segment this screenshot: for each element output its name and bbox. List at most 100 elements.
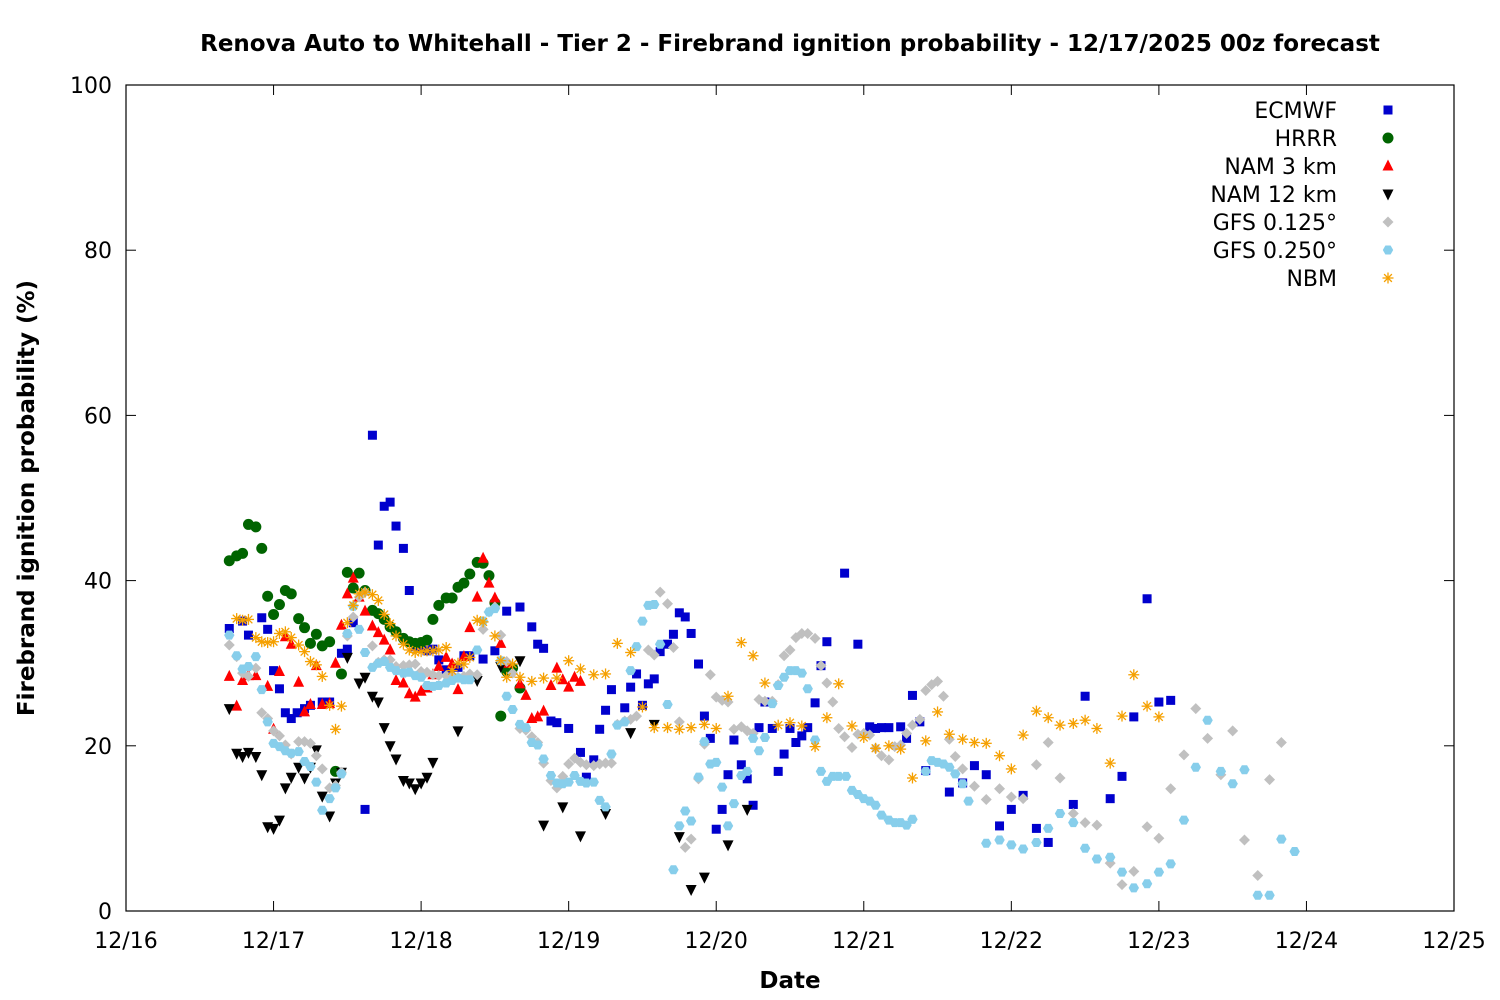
data-point bbox=[619, 717, 630, 727]
data-point bbox=[772, 719, 784, 731]
data-point bbox=[391, 521, 401, 531]
data-point bbox=[335, 668, 347, 680]
data-point bbox=[427, 613, 439, 625]
chart-title: Renova Auto to Whitehall - Tier 2 - Fire… bbox=[200, 31, 1380, 57]
data-point bbox=[569, 670, 581, 682]
data-point bbox=[514, 677, 526, 689]
data-point bbox=[1227, 779, 1238, 789]
data-point bbox=[293, 747, 304, 757]
data-point bbox=[1068, 818, 1079, 828]
data-point bbox=[286, 714, 296, 724]
data-point bbox=[551, 661, 563, 673]
data-point bbox=[839, 731, 851, 743]
data-point bbox=[1141, 879, 1153, 889]
data-point bbox=[778, 650, 790, 662]
data-point bbox=[722, 840, 734, 852]
data-point bbox=[250, 662, 262, 674]
data-point bbox=[514, 656, 526, 668]
data-point bbox=[846, 741, 858, 753]
data-point bbox=[968, 780, 980, 792]
data-point bbox=[802, 627, 814, 639]
data-point bbox=[932, 675, 944, 687]
data-point bbox=[372, 626, 384, 638]
data-point bbox=[293, 736, 305, 748]
data-point bbox=[268, 823, 280, 835]
data-point bbox=[1227, 725, 1239, 737]
data-point bbox=[870, 742, 882, 754]
data-point bbox=[937, 690, 949, 702]
data-point bbox=[427, 757, 439, 769]
data-point bbox=[588, 669, 600, 681]
data-point bbox=[580, 759, 592, 771]
data-point bbox=[674, 821, 685, 831]
data-point bbox=[754, 723, 764, 733]
data-point bbox=[285, 588, 297, 600]
data-point bbox=[273, 599, 285, 611]
data-point bbox=[372, 697, 384, 709]
data-point bbox=[736, 760, 746, 770]
data-point bbox=[495, 655, 507, 667]
data-point bbox=[722, 821, 734, 831]
data-point bbox=[796, 627, 808, 639]
data-point bbox=[600, 668, 612, 680]
x-tick-label: 12/20 bbox=[685, 929, 748, 954]
data-point bbox=[1079, 817, 1091, 829]
data-point bbox=[698, 718, 710, 730]
data-point bbox=[273, 730, 285, 742]
data-point bbox=[981, 838, 992, 848]
data-point bbox=[433, 660, 445, 672]
data-point bbox=[223, 704, 235, 716]
data-point bbox=[716, 782, 728, 792]
data-point bbox=[378, 633, 390, 645]
data-point bbox=[574, 663, 586, 675]
data-point bbox=[477, 551, 489, 563]
data-point bbox=[833, 771, 844, 781]
data-point bbox=[440, 642, 452, 654]
data-point bbox=[698, 872, 710, 884]
data-point bbox=[871, 723, 881, 733]
data-point bbox=[673, 716, 685, 728]
data-point bbox=[341, 652, 353, 664]
data-point bbox=[538, 672, 550, 684]
data-point bbox=[637, 616, 648, 626]
data-point bbox=[600, 757, 612, 769]
data-point bbox=[242, 747, 254, 759]
y-tick-label: 80 bbox=[84, 239, 112, 264]
data-point bbox=[815, 660, 827, 672]
data-point bbox=[269, 666, 279, 676]
data-point bbox=[796, 668, 808, 678]
data-point bbox=[564, 723, 574, 733]
data-point bbox=[268, 608, 280, 620]
data-point bbox=[384, 741, 396, 753]
legend-marker bbox=[1383, 105, 1393, 115]
data-point bbox=[545, 679, 557, 691]
data-point bbox=[507, 658, 519, 670]
data-point bbox=[920, 766, 931, 776]
data-point bbox=[865, 722, 875, 732]
data-point bbox=[398, 543, 408, 553]
data-point bbox=[256, 685, 267, 695]
data-point bbox=[1142, 594, 1152, 604]
data-point bbox=[348, 618, 358, 628]
data-point bbox=[870, 800, 881, 810]
legend-label: GFS 0.250° bbox=[1213, 239, 1337, 264]
legend-item: NAM 3 km bbox=[1224, 155, 1394, 180]
data-point bbox=[379, 657, 390, 667]
data-point bbox=[729, 735, 739, 745]
data-point bbox=[723, 770, 733, 780]
data-point bbox=[433, 644, 445, 656]
data-point bbox=[883, 754, 895, 766]
data-point bbox=[654, 586, 666, 598]
y-tick-label: 40 bbox=[84, 570, 112, 595]
legend-marker bbox=[1382, 272, 1394, 284]
data-point bbox=[907, 690, 917, 700]
data-point bbox=[501, 691, 512, 701]
x-tick-label: 12/24 bbox=[1275, 929, 1338, 954]
data-point bbox=[581, 772, 591, 782]
data-point bbox=[957, 763, 969, 775]
data-point bbox=[1017, 729, 1029, 741]
data-point bbox=[353, 678, 365, 690]
legend-marker bbox=[1382, 132, 1394, 144]
data-point bbox=[224, 630, 235, 640]
data-point bbox=[779, 749, 789, 759]
